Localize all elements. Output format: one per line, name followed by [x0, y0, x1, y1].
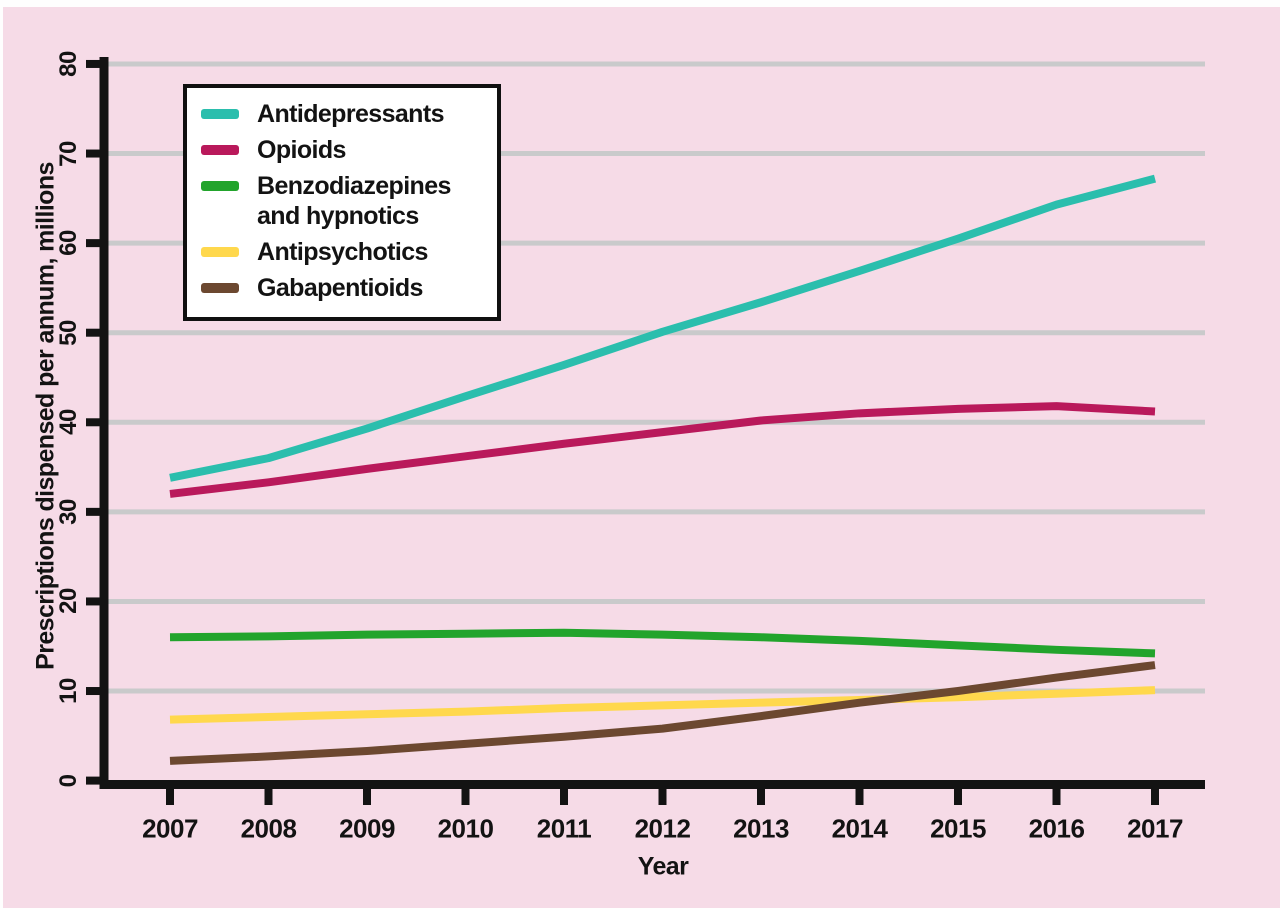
series-line-gabapentioids: [169, 661, 1156, 765]
legend-label: Opioids: [257, 136, 346, 164]
series-line-opioids: [169, 402, 1156, 498]
x-tick-label-2010: 2010: [437, 813, 494, 844]
y-tick-label-0: 0: [55, 774, 82, 788]
legend-swatch-icon: [201, 283, 239, 293]
legend-label: Gabapentioids: [257, 274, 423, 302]
legend-item: Antidepressants: [201, 99, 487, 129]
legend-item: Antipsychotics: [201, 237, 487, 267]
x-tick-label-2013: 2013: [733, 813, 789, 844]
y-tick-label-10: 10: [55, 678, 82, 704]
x-tick-label-2016: 2016: [1028, 813, 1085, 844]
series-line-antidepressants: [169, 174, 1157, 482]
x-tick-label-2007: 2007: [142, 813, 198, 844]
x-tick-label-2009: 2009: [339, 813, 395, 844]
x-axis-title: Year: [637, 852, 689, 881]
legend-swatch-icon: [201, 181, 239, 191]
legend-item: Benzodiazepines and hypnotics: [201, 171, 487, 231]
legend-swatch-icon: [201, 145, 239, 155]
x-tick-label-2017: 2017: [1127, 813, 1183, 844]
y-tick-label-80: 80: [55, 51, 82, 77]
series-line-antipsychotics: [169, 686, 1156, 724]
x-tick-label-2011: 2011: [536, 813, 592, 844]
legend-label: Antidepressants: [257, 100, 444, 128]
legend: Antidepressants Opioids Benzodiazepines an…: [183, 84, 501, 321]
figure-top-margin: [0, 0, 1280, 7]
legend-swatch-icon: [201, 247, 239, 257]
figure-left-margin: [0, 0, 3, 908]
y-axis-title: Prescriptions dispensed per annum, milli…: [31, 162, 60, 670]
legend-swatch-icon: [201, 109, 239, 119]
x-tick-label-2014: 2014: [831, 813, 888, 844]
x-tick-label-2015: 2015: [930, 813, 986, 844]
legend-item: Opioids: [201, 135, 487, 165]
legend-item: Gabapentioids: [201, 273, 487, 303]
legend-label: Benzodiazepines and hypnotics: [257, 172, 451, 230]
legend-label: Antipsychotics: [257, 238, 428, 266]
series-line-benzodiazepines-and-hypnotics: [169, 628, 1156, 658]
x-tick-label-2008: 2008: [240, 813, 297, 844]
x-tick-label-2012: 2012: [634, 813, 691, 844]
